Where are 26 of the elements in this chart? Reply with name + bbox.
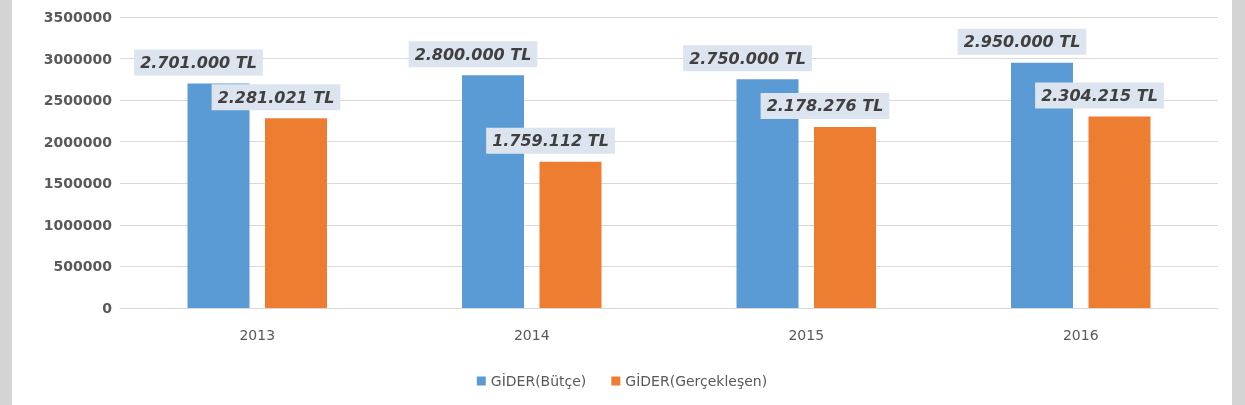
- y-tick-label: 1000000: [43, 216, 113, 233]
- y-tick-label: 500000: [53, 258, 113, 275]
- y-tick-label: 2000000: [43, 133, 113, 150]
- data-label: 2.750.000 TL: [689, 48, 806, 68]
- data-label: 2.800.000 TL: [414, 44, 532, 64]
- data-label: 2.950.000 TL: [963, 32, 1081, 52]
- bar: [814, 126, 876, 308]
- y-tick-label: 3500000: [43, 9, 113, 25]
- x-tick-label: 2016: [1062, 327, 1099, 343]
- y-tick-label: 3000000: [43, 50, 113, 67]
- bar: [539, 161, 602, 308]
- y-tick-label: 2500000: [43, 92, 113, 109]
- legend-label: GİDER(Bütçe): [490, 372, 587, 389]
- legend-label: GİDER(Gerçekleşen): [625, 372, 768, 389]
- y-tick-label: 1500000: [43, 175, 113, 192]
- data-label: 2.304.215 TL: [1041, 85, 1158, 105]
- data-label: 1.759.112 TL: [492, 131, 609, 151]
- x-tick-label: 2014: [513, 327, 550, 343]
- x-tick-label: 2015: [788, 327, 825, 343]
- data-label: 2.281.021 TL: [217, 87, 335, 107]
- bar: [265, 118, 327, 308]
- data-label: 2.178.276 TL: [766, 96, 884, 116]
- x-tick-label: 2013: [239, 327, 276, 343]
- bar: [1088, 116, 1151, 308]
- y-tick-label: 0: [102, 300, 113, 316]
- data-label: 2.701.000 TL: [140, 52, 257, 72]
